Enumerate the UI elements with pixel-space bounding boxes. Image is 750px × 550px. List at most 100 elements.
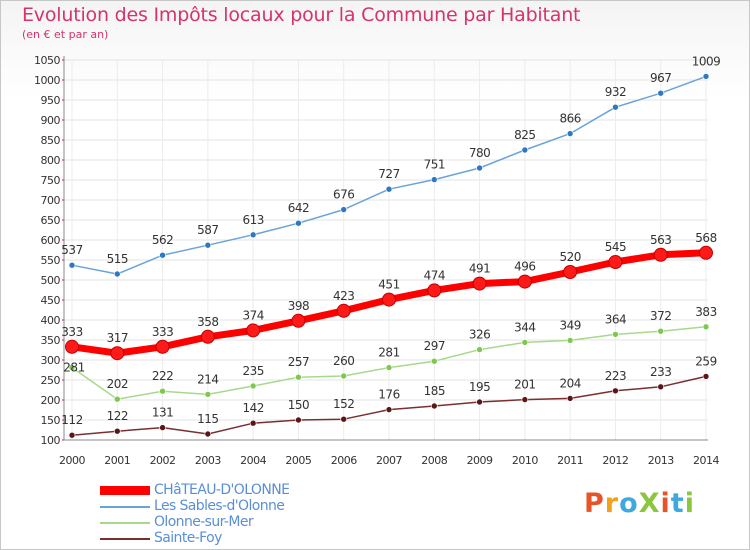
- legend-swatch-les-sables: [100, 506, 150, 508]
- data-point: [430, 176, 438, 183]
- data-label: 152: [333, 397, 354, 411]
- data-label: 372: [650, 309, 671, 323]
- legend-label-olonne: Olonne-sur-Mer: [154, 514, 254, 530]
- data-point: [200, 329, 215, 344]
- data-label: 222: [152, 369, 173, 383]
- data-label: 1009: [692, 54, 721, 68]
- data-point: [476, 164, 483, 172]
- data-point: [385, 185, 393, 193]
- y-tick-label: 1000: [34, 74, 60, 87]
- y-tick-label: 450: [41, 294, 61, 307]
- data-point: [382, 292, 396, 307]
- logo-letter: o: [619, 488, 639, 519]
- data-point: [476, 346, 483, 353]
- x-tick-label: 2010: [512, 454, 538, 467]
- data-point: [702, 73, 710, 80]
- data-label: 563: [650, 233, 671, 247]
- y-tick-label: 350: [41, 334, 61, 347]
- data-label: 297: [424, 339, 445, 353]
- line-chart: 100 150 200 250 300 350 400 450 500 550 600 650 700 7…: [34, 54, 721, 467]
- logo-letter: r: [604, 488, 620, 519]
- data-label: 727: [378, 167, 399, 181]
- data-label: 333: [152, 325, 173, 339]
- data-label: 201: [514, 378, 535, 392]
- data-label: 676: [333, 188, 354, 202]
- data-point: [521, 396, 529, 403]
- data-point: [159, 251, 166, 259]
- data-label: 223: [605, 369, 626, 383]
- y-tick-label: 400: [41, 314, 61, 327]
- data-label: 142: [242, 401, 263, 415]
- data-point: [521, 339, 529, 346]
- data-point: [159, 387, 166, 395]
- data-label: 349: [559, 318, 580, 332]
- data-point: [430, 402, 438, 410]
- data-label: 281: [63, 361, 84, 375]
- data-point: [159, 424, 166, 431]
- y-tick-label: 150: [41, 414, 61, 427]
- data-label: 235: [242, 364, 263, 378]
- data-label: 496: [514, 260, 535, 274]
- data-point: [340, 415, 348, 423]
- data-label: 260: [333, 354, 354, 368]
- data-label: 866: [559, 112, 580, 126]
- x-tick-label: 2005: [285, 454, 311, 467]
- data-label: 326: [469, 328, 490, 342]
- data-label: 150: [288, 398, 309, 412]
- data-point: [566, 395, 574, 402]
- y-tick-label: 700: [41, 194, 61, 207]
- data-point: [204, 430, 212, 438]
- data-point: [295, 219, 302, 227]
- data-label: 214: [197, 372, 218, 386]
- y-tick-label: 650: [41, 214, 61, 227]
- logo-letter: i: [660, 488, 671, 519]
- data-point: [113, 270, 121, 278]
- y-tick-label: 800: [41, 154, 61, 167]
- y-tick-label: 300: [41, 354, 61, 367]
- data-point: [385, 364, 393, 371]
- data-label: 333: [61, 325, 82, 339]
- logo-letter: X: [638, 488, 661, 519]
- data-label: 568: [695, 231, 716, 245]
- y-tick-label: 950: [41, 94, 61, 107]
- data-point: [113, 395, 121, 403]
- y-tick-label: 750: [41, 174, 61, 187]
- proxiti-logo: ProXiti: [584, 488, 695, 519]
- data-point: [385, 406, 393, 413]
- data-label: 520: [559, 250, 580, 264]
- data-point: [246, 323, 261, 338]
- data-point: [517, 274, 532, 289]
- y-tick-label: 100: [41, 434, 61, 447]
- data-label: 825: [514, 128, 535, 142]
- x-tick-label: 2008: [421, 454, 447, 467]
- data-label: 374: [242, 308, 263, 322]
- data-label: 259: [695, 354, 716, 368]
- chart-title: Evolution des Impôts locaux pour la Comm…: [22, 4, 581, 26]
- data-point: [336, 303, 351, 318]
- data-point: [295, 416, 302, 424]
- data-label: 613: [242, 213, 263, 227]
- data-point: [657, 89, 665, 97]
- data-label: 545: [605, 240, 626, 254]
- x-tick-label: 2011: [557, 454, 583, 467]
- data-label: 317: [107, 331, 128, 345]
- y-tick-label: 550: [41, 254, 61, 267]
- x-tick-label: 2002: [150, 454, 176, 467]
- data-label: 233: [650, 365, 671, 379]
- data-point: [68, 364, 76, 371]
- data-label: 474: [424, 268, 445, 282]
- chart-subtitle: (en € et par an): [22, 28, 109, 41]
- data-label: 185: [424, 384, 445, 398]
- data-point: [340, 372, 348, 380]
- data-point: [472, 276, 487, 291]
- data-label: 115: [197, 412, 218, 426]
- data-label: 780: [469, 146, 490, 160]
- data-label: 383: [695, 305, 716, 319]
- y-tick-label: 200: [41, 394, 61, 407]
- data-label: 932: [605, 85, 626, 99]
- data-point: [155, 339, 170, 354]
- data-point: [295, 373, 302, 381]
- data-label: 204: [559, 376, 580, 390]
- x-tick-label: 2009: [467, 454, 493, 467]
- y-tick-label: 850: [41, 134, 61, 147]
